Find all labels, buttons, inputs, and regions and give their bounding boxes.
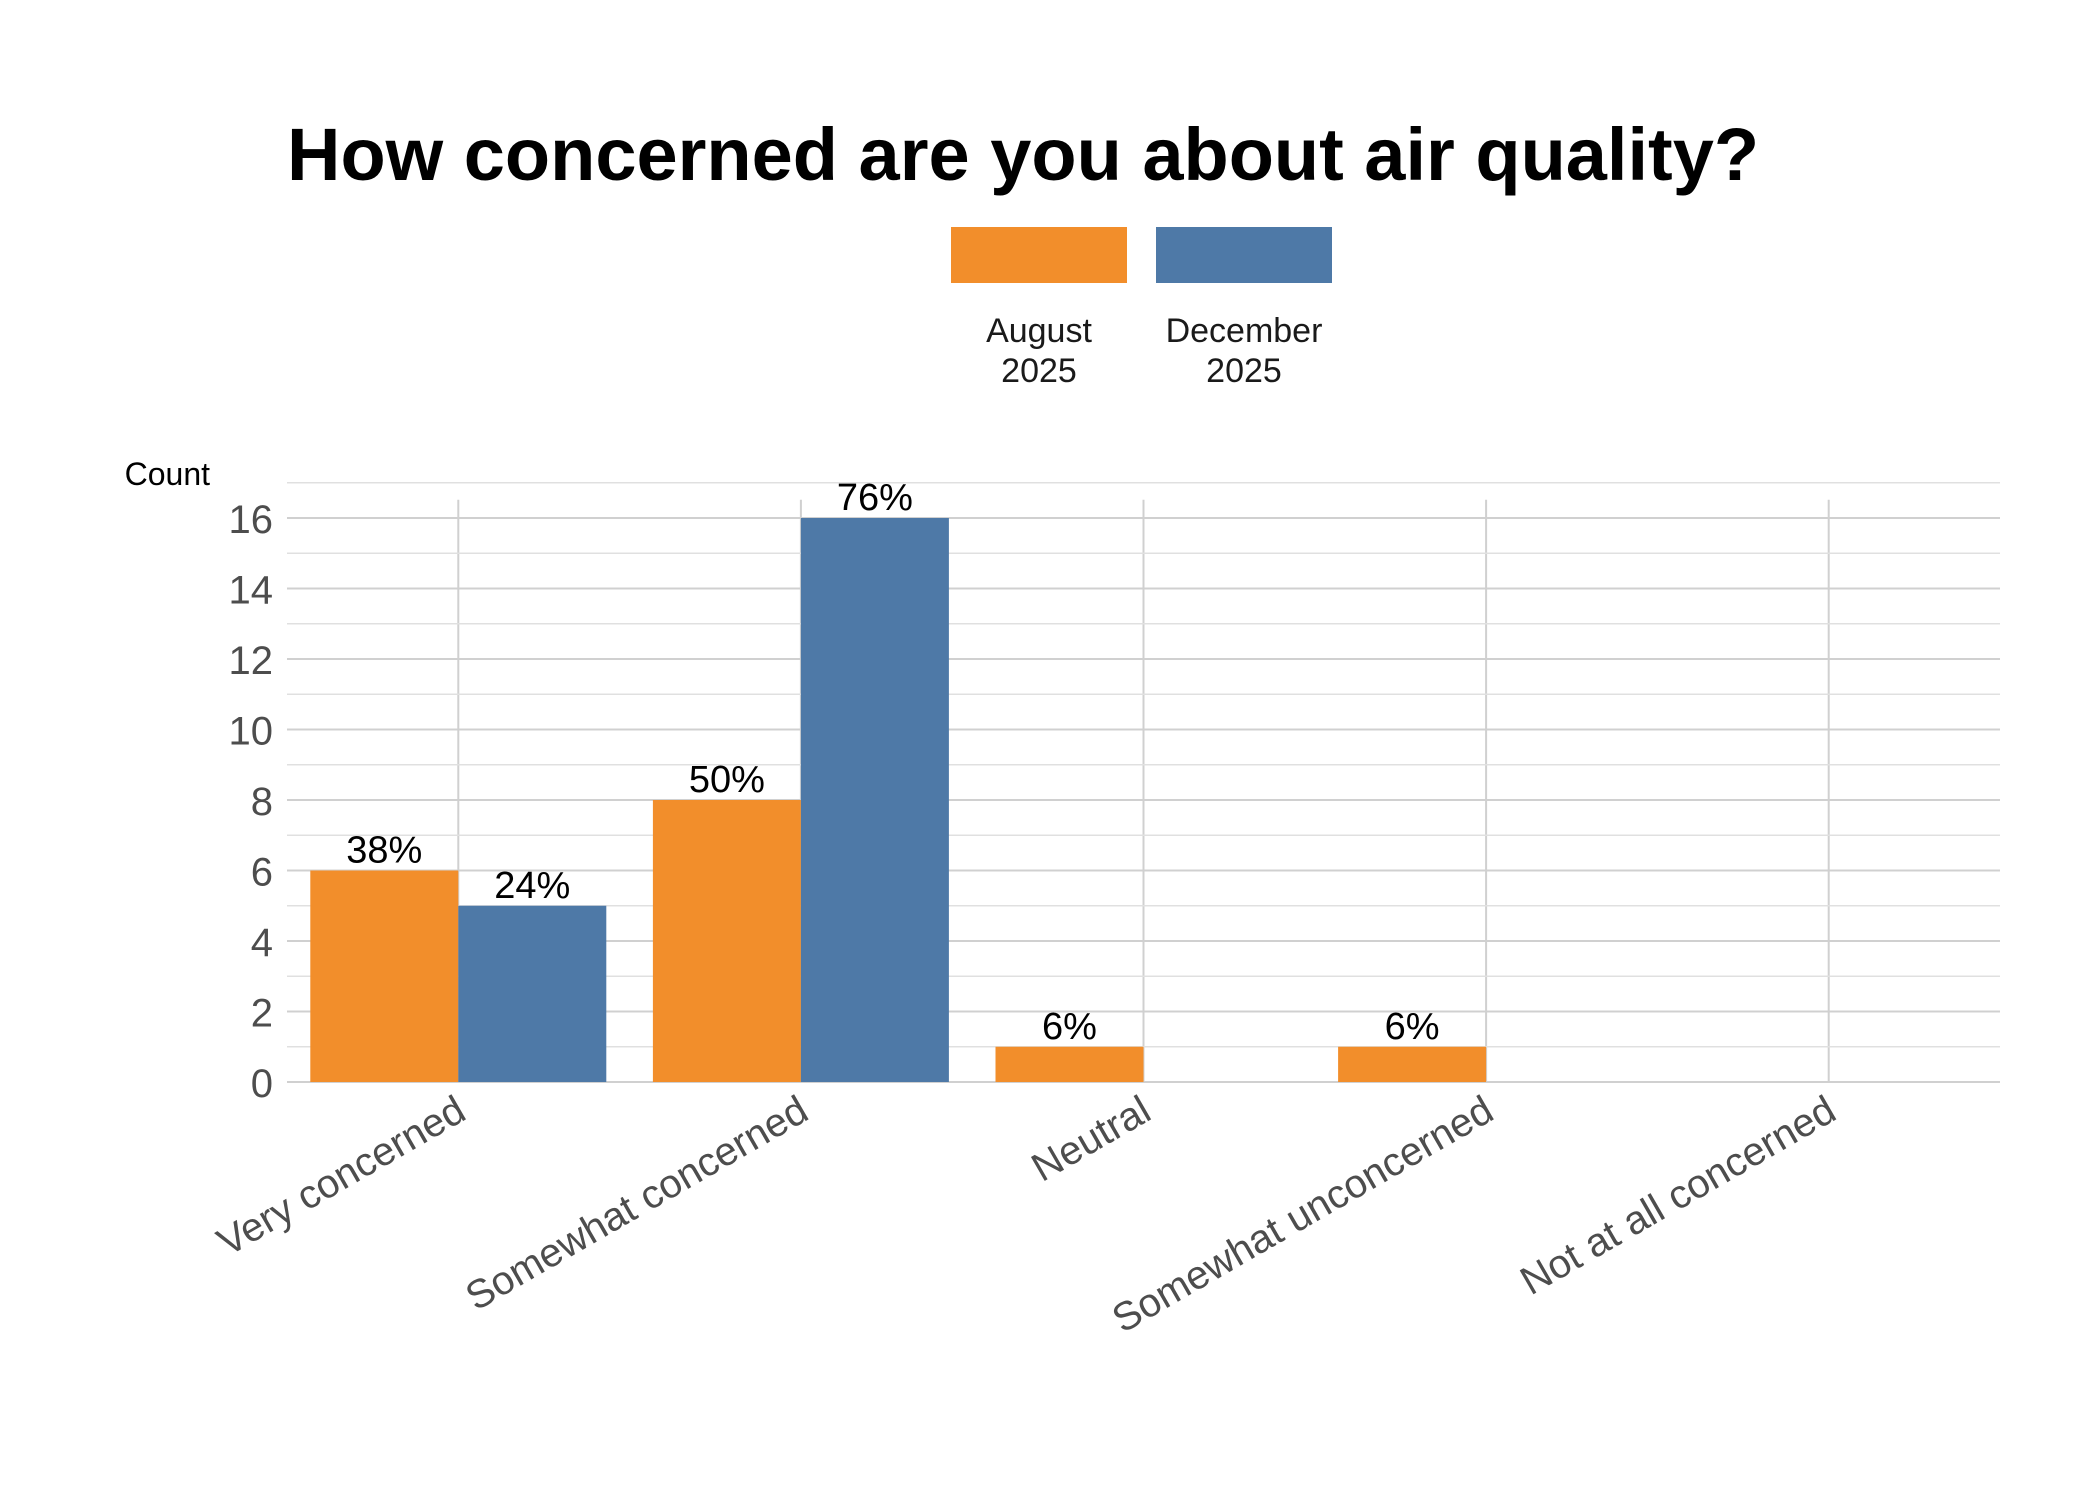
y-tick-label: 4 (251, 921, 273, 965)
y-axis-ticks: 0 2 4 6 8 10 12 14 16 (229, 498, 274, 1106)
bar-december-2025-somewhat-concerned (800, 518, 949, 1082)
x-tick-label-somewhat-unconcerned: Somewhat unconcerned (1105, 1088, 1501, 1342)
bar-december-2025-very-concerned (458, 905, 607, 1082)
x-tick-label-somewhat-concerned: Somewhat concerned (458, 1088, 815, 1320)
y-tick-label: 6 (251, 851, 273, 895)
x-tick-label-not-at-all-concerned: Not at all concerned (1513, 1088, 1843, 1304)
legend-label-december-2025: December 2025 (1166, 312, 1323, 390)
chart-title: How concerned are you about air quality? (287, 113, 1759, 196)
legend-swatch-august-2025 (951, 227, 1127, 283)
bar-label-august-2025-neutral: 6% (1042, 1006, 1097, 1048)
y-tick-label: 0 (251, 1062, 273, 1106)
bar-label-august-2025-somewhat-unconcerned: 6% (1385, 1006, 1440, 1048)
bar-august-2025-neutral (995, 1046, 1144, 1082)
y-axis-label: Count (125, 456, 211, 492)
bar-labels: 38% 24% 50% 76% 6% 6% (346, 477, 1439, 1048)
y-tick-label: 16 (229, 498, 274, 542)
y-tick-label: 8 (251, 780, 273, 824)
y-tick-label: 10 (229, 710, 274, 754)
y-tick-label: 2 (251, 992, 273, 1036)
bar-august-2025-very-concerned (310, 870, 459, 1082)
x-tick-label-very-concerned: Very concerned (210, 1088, 473, 1265)
bar-august-2025-somewhat-concerned (652, 800, 801, 1082)
bar-label-december-2025-somewhat-concerned: 76% (837, 477, 913, 519)
bars (310, 518, 1487, 1082)
legend-label-august-2025: August 2025 (986, 312, 1092, 390)
bar-label-august-2025-somewhat-concerned: 50% (689, 759, 765, 801)
bar-label-december-2025-very-concerned: 24% (494, 865, 570, 907)
bar-label-august-2025-very-concerned: 38% (346, 830, 422, 872)
legend: August 2025 December 2025 (951, 227, 1332, 390)
y-tick-label: 12 (229, 639, 274, 683)
y-tick-label: 14 (229, 569, 274, 613)
bar-august-2025-somewhat-unconcerned (1338, 1046, 1487, 1082)
x-tick-label-neutral: Neutral (1024, 1088, 1158, 1191)
legend-swatch-december-2025 (1156, 227, 1332, 283)
